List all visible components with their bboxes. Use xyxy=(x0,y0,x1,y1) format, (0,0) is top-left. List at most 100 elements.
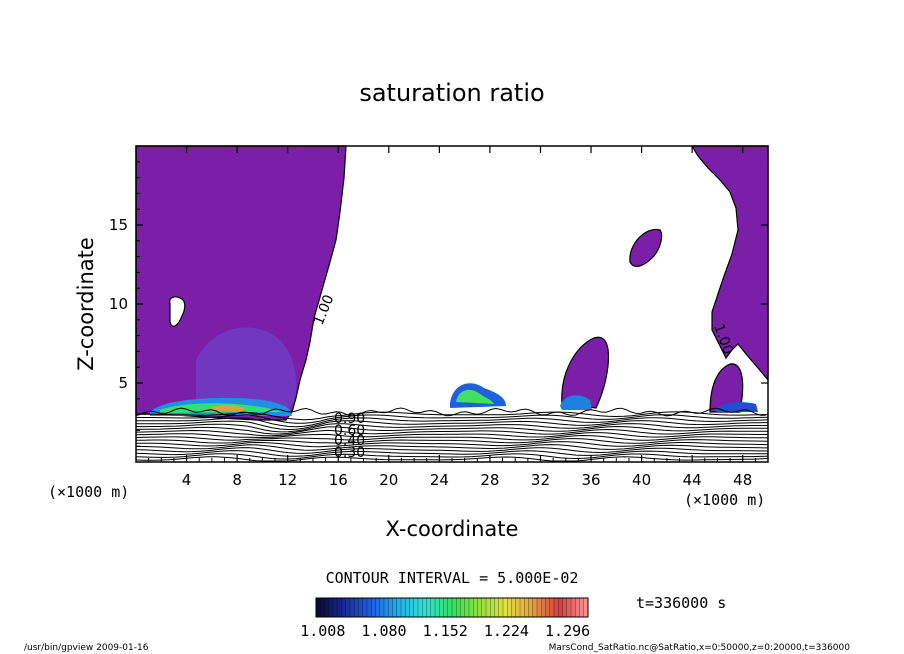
cloud-core-left-peak xyxy=(210,405,244,411)
supersaturated-region-left xyxy=(135,145,347,421)
y-axis-label: Z-coordinate xyxy=(74,237,98,371)
x-tick-label: 40 xyxy=(632,471,651,489)
colorbar-cell xyxy=(367,598,372,617)
colorbar-cell xyxy=(515,598,521,617)
colorbar-cell xyxy=(418,598,423,617)
x-tick-label: 24 xyxy=(430,471,449,489)
x-tick-label: 20 xyxy=(379,471,398,489)
colorbar-cell xyxy=(379,598,385,617)
y-tick-label: 5 xyxy=(118,374,128,392)
x-axis-label: X-coordinate xyxy=(386,517,519,541)
contour-line xyxy=(135,450,769,457)
colorbar-cell xyxy=(333,598,338,617)
contour-line xyxy=(136,420,769,431)
footer-right: MarsCond_SatRatio.nc@SatRatio,x=0:50000,… xyxy=(549,643,851,653)
x-unit-label-right: (×1000 m) xyxy=(684,491,765,509)
colorbar-cell xyxy=(341,598,347,617)
colorbar-cell xyxy=(528,598,534,617)
x-axis-ticks: 4 8 12 16 20 24 28 32 36 40 44 48 xyxy=(148,146,756,489)
colorbar-cell xyxy=(337,598,342,617)
colorbar-tick-label: 1.008 xyxy=(300,622,345,640)
subsaturated-island xyxy=(169,296,186,327)
colorbar-cell xyxy=(443,598,449,617)
colorbar-cell xyxy=(520,598,525,617)
colorbar-cell xyxy=(503,598,508,617)
supersaturated-region-right xyxy=(690,145,769,382)
colorbar-cell xyxy=(324,598,330,617)
colorbar-cell xyxy=(524,598,529,617)
colorbar-ticks: 1.008 1.080 1.152 1.224 1.296 xyxy=(300,622,590,640)
colorbar-cell xyxy=(422,598,427,617)
x-tick-label: 48 xyxy=(733,471,752,489)
colorbar-cell xyxy=(537,598,542,617)
contour-line xyxy=(136,423,769,433)
colorbar-cell xyxy=(532,598,538,617)
contour-line xyxy=(135,432,768,439)
colorbar-cell xyxy=(460,598,466,617)
colorbar-cell xyxy=(439,598,444,617)
colorbar-cell xyxy=(456,598,461,617)
colorbar-cell xyxy=(413,598,419,617)
colorbar-cell xyxy=(430,598,436,617)
colorbar-cell xyxy=(392,598,398,617)
x-tick-label: 4 xyxy=(182,471,192,489)
colorbar-cell xyxy=(469,598,474,617)
saturation-field xyxy=(135,145,769,421)
footer-left: /usr/bin/gpview 2009-01-16 xyxy=(24,643,149,653)
colorbar-cell xyxy=(473,598,478,617)
colorbar-cell xyxy=(571,598,576,617)
colorbar-tick-label: 1.080 xyxy=(361,622,406,640)
colorbar-cell xyxy=(507,598,512,617)
contour-line xyxy=(135,438,769,444)
x-tick-label: 32 xyxy=(531,471,550,489)
colorbar-cell xyxy=(486,598,491,617)
colorbar-cell xyxy=(481,598,487,617)
y-axis-ticks: 5 10 15 xyxy=(109,161,768,447)
contour-line xyxy=(135,444,769,451)
colorbar-cell xyxy=(447,598,453,617)
colorbar-cell xyxy=(409,598,415,617)
colorbar-cell xyxy=(354,598,359,617)
colorbar-tick-label: 1.152 xyxy=(423,622,468,640)
contour-label: 0.40 xyxy=(334,433,365,449)
cloud-core-26-inner xyxy=(456,389,494,404)
x-tick-label: 44 xyxy=(683,471,702,489)
time-label: t=336000 s xyxy=(636,594,726,612)
contour-line xyxy=(135,428,768,437)
colorbar-cell xyxy=(358,598,364,617)
colorbar-cell xyxy=(350,598,355,617)
colorbar-cell xyxy=(494,598,500,617)
x-tick-label: 16 xyxy=(329,471,348,489)
colorbar-cell xyxy=(562,598,568,617)
chart-title: saturation ratio xyxy=(359,79,544,107)
contour-label: 0.60 xyxy=(334,423,365,439)
contour-line xyxy=(135,407,767,417)
contour-lines xyxy=(135,407,769,462)
x-tick-label: 36 xyxy=(581,471,600,489)
colorbar-cell xyxy=(583,598,589,617)
colorbar-cell xyxy=(452,598,457,617)
mid-saturation-region xyxy=(196,327,297,414)
colorbar-cell xyxy=(316,598,321,617)
contour-label: 0.90 xyxy=(334,411,365,427)
colorbar-cell xyxy=(384,598,389,617)
colorbar-cell xyxy=(511,598,517,617)
colorbar-cell xyxy=(477,598,483,617)
colorbar-cell xyxy=(549,598,555,617)
colorbar-cell xyxy=(545,598,551,617)
colorbar-cell xyxy=(362,598,368,617)
x-unit-label-left: (×1000 m) xyxy=(48,483,129,501)
contour-line xyxy=(135,447,769,454)
x-tick-label: 28 xyxy=(480,471,499,489)
contour-interval: CONTOUR INTERVAL = 5.000E-02 xyxy=(326,569,579,587)
cloud-core-34 xyxy=(560,395,592,410)
contour-line xyxy=(135,434,769,441)
colorbar-cell xyxy=(396,598,402,617)
colorbar-cell xyxy=(490,598,495,617)
y-tick-label: 10 xyxy=(109,295,128,313)
colorbar-cell xyxy=(375,598,381,617)
contour-line xyxy=(135,453,769,460)
colorbar-cell xyxy=(579,598,585,617)
colorbar-cell xyxy=(426,598,432,617)
